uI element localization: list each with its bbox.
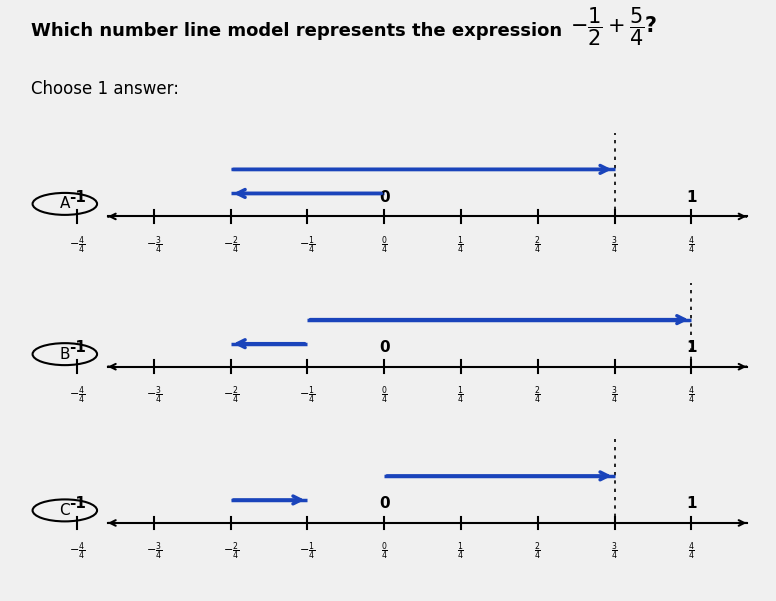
- Text: $\frac{0}{4}$: $\frac{0}{4}$: [381, 234, 388, 255]
- Text: -1: -1: [68, 496, 85, 511]
- Text: $\frac{2}{4}$: $\frac{2}{4}$: [534, 385, 541, 406]
- Text: $\frac{4}{4}$: $\frac{4}{4}$: [688, 234, 695, 255]
- Text: $-\frac{3}{4}$: $-\frac{3}{4}$: [146, 234, 162, 255]
- Text: $-\frac{1}{4}$: $-\frac{1}{4}$: [300, 385, 316, 406]
- Text: Which number line model represents the expression: Which number line model represents the e…: [31, 22, 562, 40]
- Text: $-\frac{1}{4}$: $-\frac{1}{4}$: [300, 234, 316, 255]
- Text: $\frac{1}{4}$: $\frac{1}{4}$: [458, 385, 465, 406]
- Text: 0: 0: [379, 190, 390, 205]
- Text: 1: 1: [686, 340, 697, 355]
- Text: $-\frac{2}{4}$: $-\frac{2}{4}$: [223, 385, 239, 406]
- Text: A: A: [60, 197, 70, 212]
- Text: $-\frac{4}{4}$: $-\frac{4}{4}$: [69, 234, 85, 255]
- Text: $\frac{2}{4}$: $\frac{2}{4}$: [534, 234, 541, 255]
- Text: C: C: [60, 503, 70, 518]
- Text: $\frac{2}{4}$: $\frac{2}{4}$: [534, 541, 541, 562]
- Text: $\frac{3}{4}$: $\frac{3}{4}$: [611, 541, 618, 562]
- Text: Choose 1 answer:: Choose 1 answer:: [31, 80, 179, 98]
- Text: 1: 1: [686, 190, 697, 205]
- Text: $\frac{4}{4}$: $\frac{4}{4}$: [688, 385, 695, 406]
- Text: $-\dfrac{1}{2}+\dfrac{5}{4}$?: $-\dfrac{1}{2}+\dfrac{5}{4}$?: [570, 5, 658, 47]
- Text: B: B: [60, 347, 70, 362]
- Text: $\frac{0}{4}$: $\frac{0}{4}$: [381, 541, 388, 562]
- Text: $-\frac{2}{4}$: $-\frac{2}{4}$: [223, 541, 239, 562]
- Text: $-\frac{3}{4}$: $-\frac{3}{4}$: [146, 541, 162, 562]
- Text: $-\frac{2}{4}$: $-\frac{2}{4}$: [223, 234, 239, 255]
- Text: $-\frac{3}{4}$: $-\frac{3}{4}$: [146, 385, 162, 406]
- Text: 1: 1: [686, 496, 697, 511]
- Text: $\frac{1}{4}$: $\frac{1}{4}$: [458, 234, 465, 255]
- Text: $\frac{3}{4}$: $\frac{3}{4}$: [611, 385, 618, 406]
- Text: 0: 0: [379, 496, 390, 511]
- Text: $\frac{3}{4}$: $\frac{3}{4}$: [611, 234, 618, 255]
- Text: -1: -1: [68, 340, 85, 355]
- Text: $\frac{0}{4}$: $\frac{0}{4}$: [381, 385, 388, 406]
- Text: $\frac{4}{4}$: $\frac{4}{4}$: [688, 541, 695, 562]
- Text: $-\frac{4}{4}$: $-\frac{4}{4}$: [69, 385, 85, 406]
- Text: $\frac{1}{4}$: $\frac{1}{4}$: [458, 541, 465, 562]
- Text: $-\frac{1}{4}$: $-\frac{1}{4}$: [300, 541, 316, 562]
- Text: -1: -1: [68, 190, 85, 205]
- Text: 0: 0: [379, 340, 390, 355]
- Text: $-\frac{4}{4}$: $-\frac{4}{4}$: [69, 541, 85, 562]
